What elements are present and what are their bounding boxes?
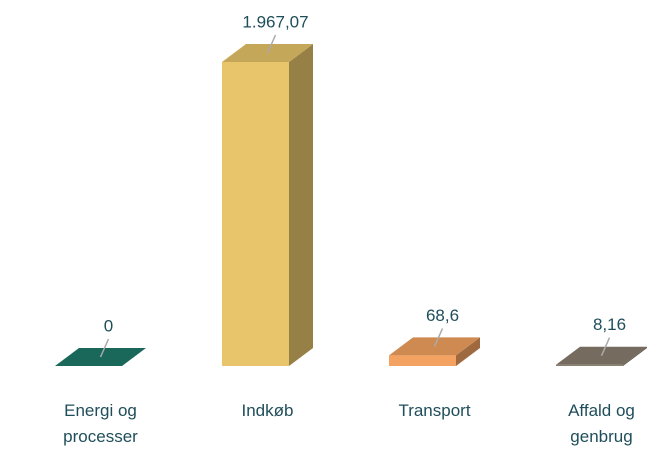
x-tick-label: Energi og processer <box>63 401 138 446</box>
x-tick-label: Indkøb <box>241 401 294 420</box>
bar-side <box>456 337 480 366</box>
leader-line <box>99 338 110 358</box>
value-label: 0 <box>104 316 113 335</box>
value-label: 1.967,07 <box>242 12 308 31</box>
leader-line <box>266 34 277 54</box>
bar-side <box>289 44 313 366</box>
leader-line <box>600 337 611 357</box>
value-label: 8,16 <box>593 315 626 334</box>
value-label: 68,6 <box>426 306 459 325</box>
bar-side <box>623 346 647 366</box>
bar <box>389 337 480 366</box>
leader-line <box>433 328 444 347</box>
x-tick-label: Affald og genbrug <box>568 401 635 446</box>
bar-front <box>222 62 289 366</box>
bar <box>222 44 313 366</box>
x-tick-label: Transport <box>398 401 471 420</box>
bar <box>556 346 647 366</box>
bar-front <box>556 364 623 366</box>
bar-front <box>389 355 456 366</box>
